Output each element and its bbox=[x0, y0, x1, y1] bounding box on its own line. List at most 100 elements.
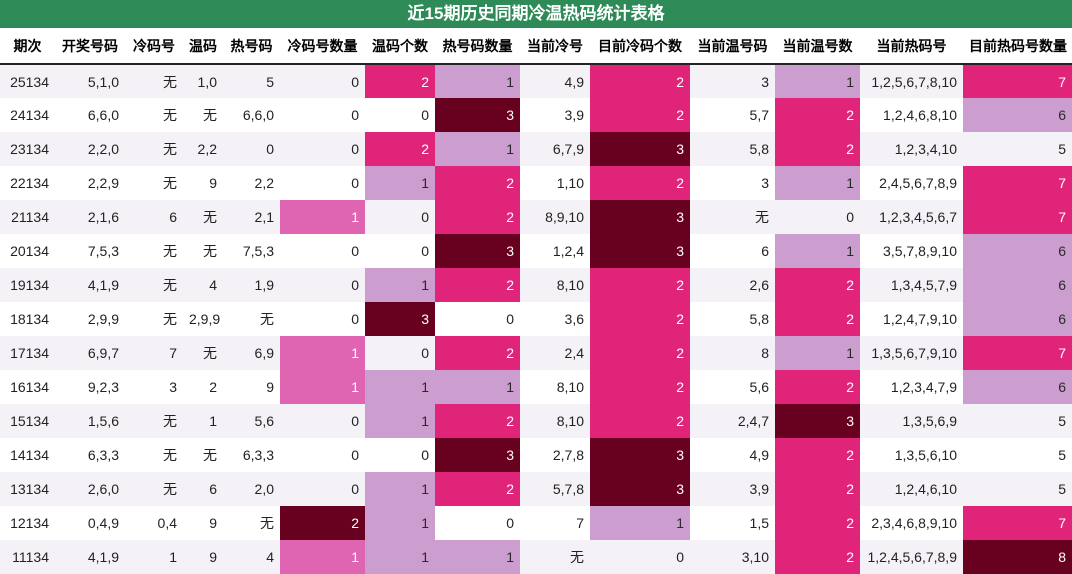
table-cell: 4,1,9 bbox=[55, 540, 125, 574]
table-cell: 2,6 bbox=[690, 268, 775, 302]
table-cell: 1,2,4,7,9,10 bbox=[860, 302, 963, 336]
table-cell: 6 bbox=[963, 98, 1072, 132]
table-cell: 3 bbox=[435, 98, 520, 132]
stats-table: 期次 开奖号码 冷码号 温码 热号码 冷码号数量 温码个数 热号码数量 当前冷号 目前冷码个数 当前… bbox=[0, 28, 1072, 574]
table-cell: 5,1,0 bbox=[55, 64, 125, 98]
table-cell: 2 bbox=[775, 132, 860, 166]
table-cell: 2,9,9 bbox=[183, 302, 223, 336]
table-cell: 16134 bbox=[0, 370, 55, 404]
table-cell: 6 bbox=[183, 472, 223, 506]
table-cell: 3 bbox=[775, 404, 860, 438]
table-cell: 13134 bbox=[0, 472, 55, 506]
table-cell: 1 bbox=[435, 132, 520, 166]
table-cell: 24134 bbox=[0, 98, 55, 132]
table-cell: 1,2,4,6,10 bbox=[860, 472, 963, 506]
table-cell: 1,9 bbox=[223, 268, 280, 302]
table-cell: 2,2 bbox=[223, 166, 280, 200]
table-cell: 8 bbox=[690, 336, 775, 370]
column-header: 温码 bbox=[183, 28, 223, 64]
table-cell: 0 bbox=[280, 64, 365, 98]
table-cell: 无 bbox=[125, 166, 183, 200]
table-cell: 0 bbox=[280, 268, 365, 302]
table-cell: 6 bbox=[963, 370, 1072, 404]
table-body: 25134 5,1,0 无 1,0 5 0 2 1 4,9 2 3 1 1,2,5,6,7,8,10 7 2… bbox=[0, 64, 1072, 574]
table-row: 19134 4,1,9 无 4 1,9 0 1 2 8,10 2 2,6 2 1,3,4,5,7,9 6 bbox=[0, 268, 1072, 302]
column-header: 热号码数量 bbox=[435, 28, 520, 64]
table-cell: 1,2,3,4,7,9 bbox=[860, 370, 963, 404]
table-cell: 22134 bbox=[0, 166, 55, 200]
table-cell: 无 bbox=[125, 98, 183, 132]
table-cell: 2,1,6 bbox=[55, 200, 125, 234]
table-cell: 0 bbox=[365, 234, 435, 268]
table-cell: 1,3,5,6,10 bbox=[860, 438, 963, 472]
column-header: 目前冷码个数 bbox=[590, 28, 690, 64]
table-cell: 5 bbox=[963, 404, 1072, 438]
table-cell: 0 bbox=[223, 132, 280, 166]
table-cell: 6,9 bbox=[223, 336, 280, 370]
table-cell: 2 bbox=[365, 132, 435, 166]
table-cell: 21134 bbox=[0, 200, 55, 234]
table-cell: 3 bbox=[690, 166, 775, 200]
table-cell: 1 bbox=[365, 472, 435, 506]
column-header: 当前冷号 bbox=[520, 28, 590, 64]
table-cell: 23134 bbox=[0, 132, 55, 166]
table-cell: 无 bbox=[125, 234, 183, 268]
table-cell: 1,3,5,6,7,9,10 bbox=[860, 336, 963, 370]
table-cell: 8,10 bbox=[520, 370, 590, 404]
table-cell: 2,2,0 bbox=[55, 132, 125, 166]
table-cell: 1,5,6 bbox=[55, 404, 125, 438]
table-row: 13134 2,6,0 无 6 2,0 0 1 2 5,7,8 3 3,9 2 1,2,4,6,10 5 bbox=[0, 472, 1072, 506]
table-cell: 2 bbox=[775, 540, 860, 574]
table-row: 11134 4,1,9 1 9 4 1 1 1 无 0 3,10 2 1,2,4,5,6,7,8,9 8 bbox=[0, 540, 1072, 574]
table-cell: 3 bbox=[590, 132, 690, 166]
table-cell: 3 bbox=[590, 200, 690, 234]
table-cell: 18134 bbox=[0, 302, 55, 336]
table-cell: 7 bbox=[520, 506, 590, 540]
table-cell: 19134 bbox=[0, 268, 55, 302]
table-cell: 5,6 bbox=[690, 370, 775, 404]
table-cell: 6,7,9 bbox=[520, 132, 590, 166]
table-cell: 1,3,5,6,9 bbox=[860, 404, 963, 438]
table-cell: 7 bbox=[963, 336, 1072, 370]
table-cell: 3 bbox=[435, 438, 520, 472]
table-cell: 2,2 bbox=[183, 132, 223, 166]
table-cell: 12134 bbox=[0, 506, 55, 540]
table-cell: 3 bbox=[590, 438, 690, 472]
table-row: 17134 6,9,7 7 无 6,9 1 0 2 2,4 2 8 1 1,3,5,6,7,9,10 7 bbox=[0, 336, 1072, 370]
table-cell: 3,5,7,8,9,10 bbox=[860, 234, 963, 268]
table-cell: 2,7,8 bbox=[520, 438, 590, 472]
table-cell: 1,2,3,4,5,6,7 bbox=[860, 200, 963, 234]
table-cell: 7 bbox=[963, 506, 1072, 540]
table-row: 14134 6,3,3 无无 6,3,3 0 0 3 2,7,8 3 4,9 2 1,3,5,6,10… bbox=[0, 438, 1072, 472]
table-cell: 2 bbox=[183, 370, 223, 404]
table-cell: 7 bbox=[963, 166, 1072, 200]
table-cell: 无 bbox=[125, 438, 183, 472]
table-cell: 0,4,9 bbox=[55, 506, 125, 540]
table-cell: 1 bbox=[435, 540, 520, 574]
table-cell: 3 bbox=[365, 302, 435, 336]
table-title: 近15期历史同期冷温热码统计表格 bbox=[0, 0, 1072, 28]
table-cell: 4,1,9 bbox=[55, 268, 125, 302]
table-cell: 7 bbox=[963, 64, 1072, 98]
table-cell: 9 bbox=[223, 370, 280, 404]
header-row: 期次 开奖号码 冷码号 温码 热号码 冷码号数量 温码个数 热号码数量 当前冷号 目前冷码个数 当前… bbox=[0, 28, 1072, 64]
table-cell: 0 bbox=[435, 506, 520, 540]
table-cell: 1 bbox=[183, 404, 223, 438]
table-cell: 8,9,10 bbox=[520, 200, 590, 234]
table-cell: 5 bbox=[963, 132, 1072, 166]
table-row: 24134 6,6,0 无无 6,6,0 0 0 3 3,9 2 5,7 2 1,2,4,6,8,10… bbox=[0, 98, 1072, 132]
table-cell: 0 bbox=[435, 302, 520, 336]
table-row: 20134 7,5,3 无无 7,5,3 0 0 3 1,2,4 3 6 1 3,5,7,8,9,10… bbox=[0, 234, 1072, 268]
table-cell: 无 bbox=[183, 98, 223, 132]
table-cell: 8,10 bbox=[520, 404, 590, 438]
table-cell: 0 bbox=[775, 200, 860, 234]
table-cell: 1 bbox=[775, 336, 860, 370]
table-cell: 3,9 bbox=[690, 472, 775, 506]
table-cell: 1,2,4 bbox=[520, 234, 590, 268]
table-cell: 1 bbox=[435, 64, 520, 98]
table-cell: 6 bbox=[963, 268, 1072, 302]
table-cell: 4 bbox=[183, 268, 223, 302]
column-header: 热号码 bbox=[223, 28, 280, 64]
table-cell: 0 bbox=[365, 98, 435, 132]
table-cell: 2 bbox=[435, 166, 520, 200]
